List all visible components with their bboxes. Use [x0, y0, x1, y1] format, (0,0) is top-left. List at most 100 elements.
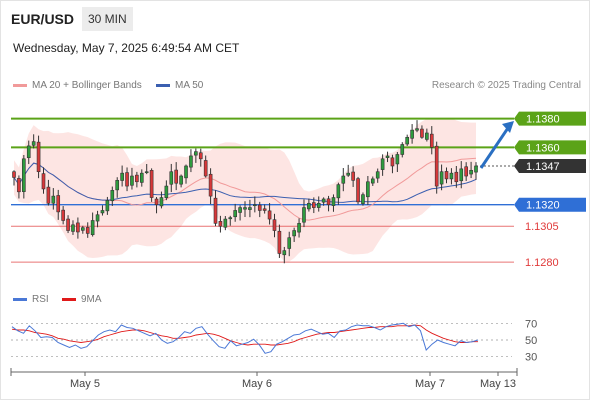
- candle: [464, 162, 468, 181]
- candle: [71, 220, 75, 235]
- level-tag-text: 1.1360: [526, 142, 560, 154]
- candle: [405, 134, 409, 147]
- ma50-line: [13, 162, 477, 203]
- candle: [361, 192, 365, 206]
- candle-body: [464, 166, 468, 177]
- candle-body: [459, 168, 464, 182]
- candle-body: [375, 171, 380, 179]
- candle: [336, 182, 341, 205]
- candle-body: [380, 158, 385, 170]
- candle: [12, 170, 16, 186]
- candle: [425, 128, 429, 142]
- candle-body: [56, 195, 61, 213]
- candle: [375, 168, 380, 183]
- candle: [213, 190, 218, 227]
- candle-body: [282, 250, 287, 256]
- candle-body: [253, 204, 257, 207]
- ma20-swatch: [13, 83, 27, 87]
- candle: [41, 167, 46, 194]
- candle: [366, 175, 370, 206]
- candle: [26, 140, 31, 165]
- candle-body: [336, 184, 341, 199]
- candle-body: [228, 217, 233, 220]
- candle: [90, 212, 95, 237]
- candle-body: [125, 172, 129, 187]
- level-tag-text: 1.1320: [526, 200, 560, 212]
- candle: [56, 189, 61, 220]
- candle-body: [474, 165, 478, 173]
- candle-body: [233, 210, 237, 218]
- candle: [22, 155, 26, 199]
- candle-body: [76, 222, 80, 233]
- candle: [17, 175, 21, 199]
- candle-body: [434, 145, 439, 187]
- candle: [395, 151, 400, 173]
- level-label-1.1305: 1.1305: [525, 221, 559, 233]
- candle-body: [17, 178, 21, 193]
- x-tick-label: May 7: [415, 378, 445, 390]
- ma50-swatch: [156, 83, 170, 87]
- symbol-title: EUR/USD: [11, 11, 75, 27]
- candle: [139, 169, 144, 187]
- candle-body: [429, 133, 434, 148]
- candle: [179, 174, 183, 188]
- candle-body: [243, 207, 247, 210]
- legend-ma20-label: MA 20 + Bollinger Bands: [32, 80, 142, 91]
- candle: [31, 134, 36, 149]
- candle-body: [366, 181, 370, 198]
- candle: [331, 194, 336, 212]
- candle-body: [184, 165, 188, 179]
- candle: [85, 222, 90, 238]
- legend-ma50: MA 50: [156, 80, 203, 91]
- candle-body: [115, 180, 120, 191]
- candle: [154, 197, 159, 214]
- candle: [208, 168, 213, 205]
- candle-body: [203, 160, 208, 177]
- candle-body: [90, 220, 95, 236]
- candle: [316, 196, 321, 212]
- candle: [262, 204, 267, 214]
- chart-header: EUR/USD 30 MIN: [0, 0, 590, 36]
- candle: [110, 186, 115, 206]
- candle: [341, 168, 346, 192]
- candle: [474, 162, 478, 180]
- candle-body: [71, 224, 75, 232]
- level-tag-bg: [514, 197, 586, 212]
- candle-body: [238, 207, 242, 213]
- candle: [135, 171, 139, 188]
- forecast-arrow-head: [502, 120, 514, 133]
- forecast-arrow-shaft: [479, 127, 510, 169]
- candle-body: [356, 178, 360, 203]
- candle: [248, 199, 252, 218]
- level-tag-text: 1.1347: [526, 161, 560, 173]
- candle-body: [385, 155, 390, 158]
- copyright: Research © 2025 Trading Central: [431, 80, 581, 91]
- candle-body: [198, 152, 203, 160]
- candle-body: [326, 198, 331, 206]
- candle-body: [95, 214, 100, 222]
- timeframe-badge[interactable]: 30 MIN: [82, 7, 133, 31]
- candle: [307, 198, 311, 212]
- candle-body: [370, 178, 375, 184]
- candle: [469, 161, 473, 179]
- candle: [257, 201, 262, 218]
- candle: [420, 125, 424, 139]
- level-tag-1.1380: 1.1380: [514, 111, 586, 126]
- level-label-1.1280: 1.1280: [525, 257, 559, 269]
- candle-body: [189, 155, 193, 168]
- candle: [76, 217, 80, 239]
- candle-body: [159, 197, 164, 207]
- candle-body: [81, 227, 85, 231]
- candle: [459, 161, 464, 189]
- legend-rsi-label: RSI: [32, 294, 49, 305]
- candle: [115, 177, 120, 198]
- candle: [253, 196, 257, 213]
- candle-body: [257, 204, 262, 211]
- candle-body: [174, 169, 178, 184]
- candle-body: [12, 171, 16, 178]
- candle: [238, 205, 242, 221]
- candle: [218, 215, 223, 233]
- candle: [159, 191, 164, 209]
- candle-body: [223, 218, 228, 228]
